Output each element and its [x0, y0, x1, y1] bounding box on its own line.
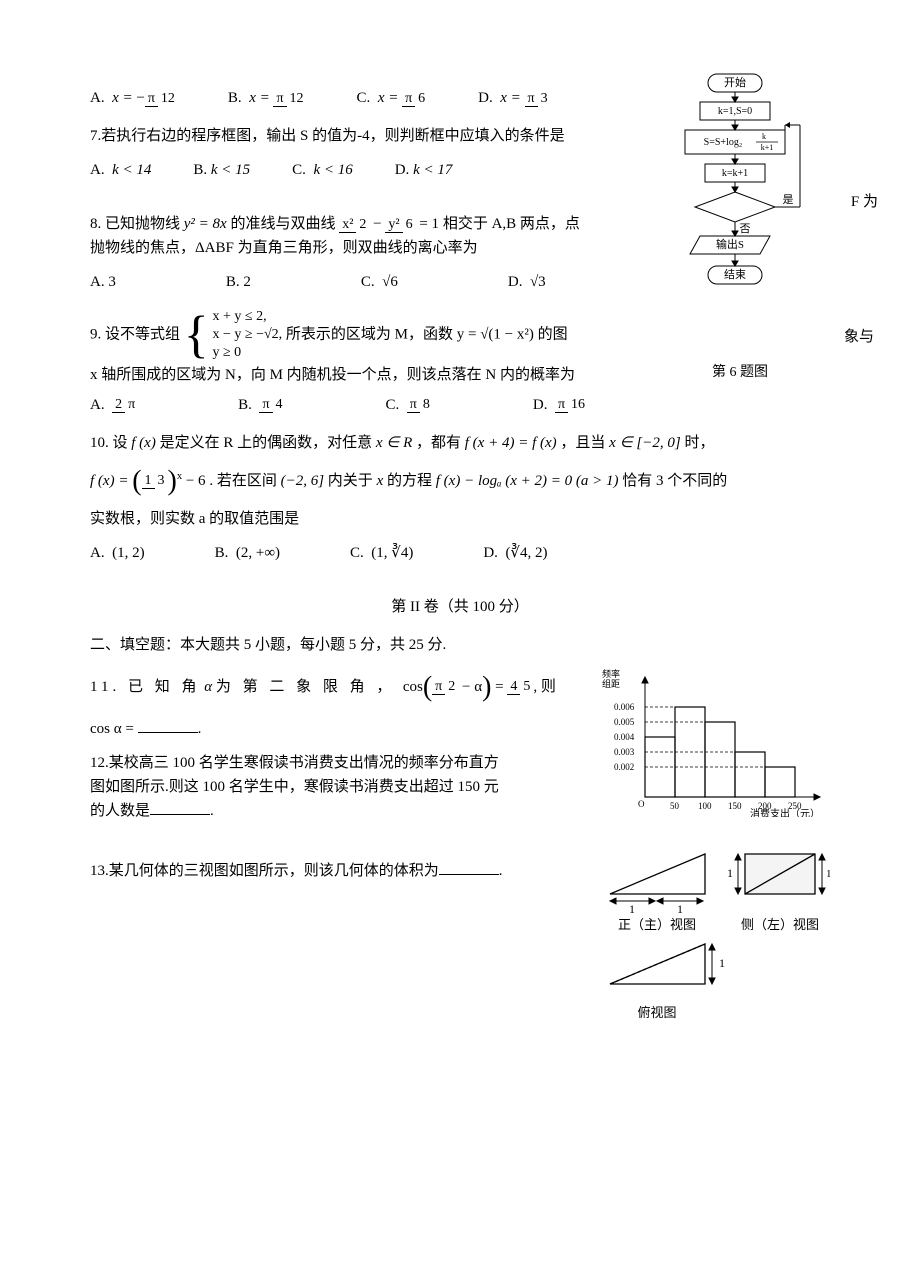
histogram-figure: 频率 组距 0.006 0.005 0.004 0.003 0.002 O 50…	[600, 667, 830, 817]
svg-text:1: 1	[719, 956, 725, 970]
flow-end: 结束	[724, 268, 746, 281]
svg-text:1: 1	[629, 902, 635, 916]
q6-options: A. x = −π12 B. x = π12 C. x = π6 D. x = …	[90, 86, 638, 110]
flow-init: k=1,S=0	[718, 106, 752, 117]
flow-output: 输出S	[716, 237, 744, 251]
svg-text:1: 1	[826, 868, 830, 880]
flowchart-figure: 开始 k=1,S=0 S=S+log₂ k k+1 k=k+1 是 否 输出S …	[650, 70, 830, 350]
svg-text:0.003: 0.003	[614, 747, 635, 757]
svg-text:正（主）视图: 正（主）视图	[618, 917, 696, 932]
q13-blank	[439, 860, 499, 875]
svg-text:组距: 组距	[602, 678, 620, 689]
flow-frac-den: k+1	[761, 143, 774, 152]
flow-yes: 是	[783, 193, 794, 206]
section2-instr: 二、填空题：本大题共 5 小题，每小题 5 分，共 25 分.	[90, 633, 830, 657]
note-xiang: 象与	[844, 325, 874, 349]
svg-text:俯视图: 俯视图	[637, 1005, 676, 1020]
svg-text:0.006: 0.006	[614, 702, 635, 712]
svg-text:0.005: 0.005	[614, 717, 635, 727]
flowchart-caption: 第 6 题图	[650, 362, 830, 384]
flow-no: 否	[740, 223, 751, 235]
svg-text:0.004: 0.004	[614, 732, 635, 742]
svg-text:1: 1	[677, 902, 683, 916]
svg-text:频率: 频率	[602, 668, 620, 679]
flow-inc: k=k+1	[722, 168, 748, 179]
flow-start: 开始	[724, 75, 746, 89]
svg-text:侧（左）视图: 侧（左）视图	[741, 917, 819, 932]
svg-text:O: O	[638, 799, 645, 809]
note-f: F 为	[851, 190, 878, 214]
threeview-figure: 1 1 1 1 1 正（主）视图 侧（左）视图 俯视图	[590, 839, 830, 1024]
q11-blank	[138, 718, 198, 733]
svg-text:0.002: 0.002	[614, 762, 634, 772]
q12-blank	[150, 800, 210, 815]
svg-text:消费支出（元）: 消费支出（元）	[750, 807, 820, 817]
svg-text:100: 100	[698, 801, 712, 811]
svg-text:1: 1	[727, 866, 733, 880]
svg-text:150: 150	[728, 801, 742, 811]
flow-step: S=S+log₂	[704, 137, 743, 148]
section2-title: 第 II 卷（共 100 分）	[90, 595, 830, 619]
flow-frac-num: k	[762, 132, 766, 141]
svg-text:50: 50	[670, 801, 680, 811]
q10: 10. 设 f (x) 是定义在 R 上的偶函数，对任意 x ∈ R ，都有 f…	[90, 431, 830, 565]
